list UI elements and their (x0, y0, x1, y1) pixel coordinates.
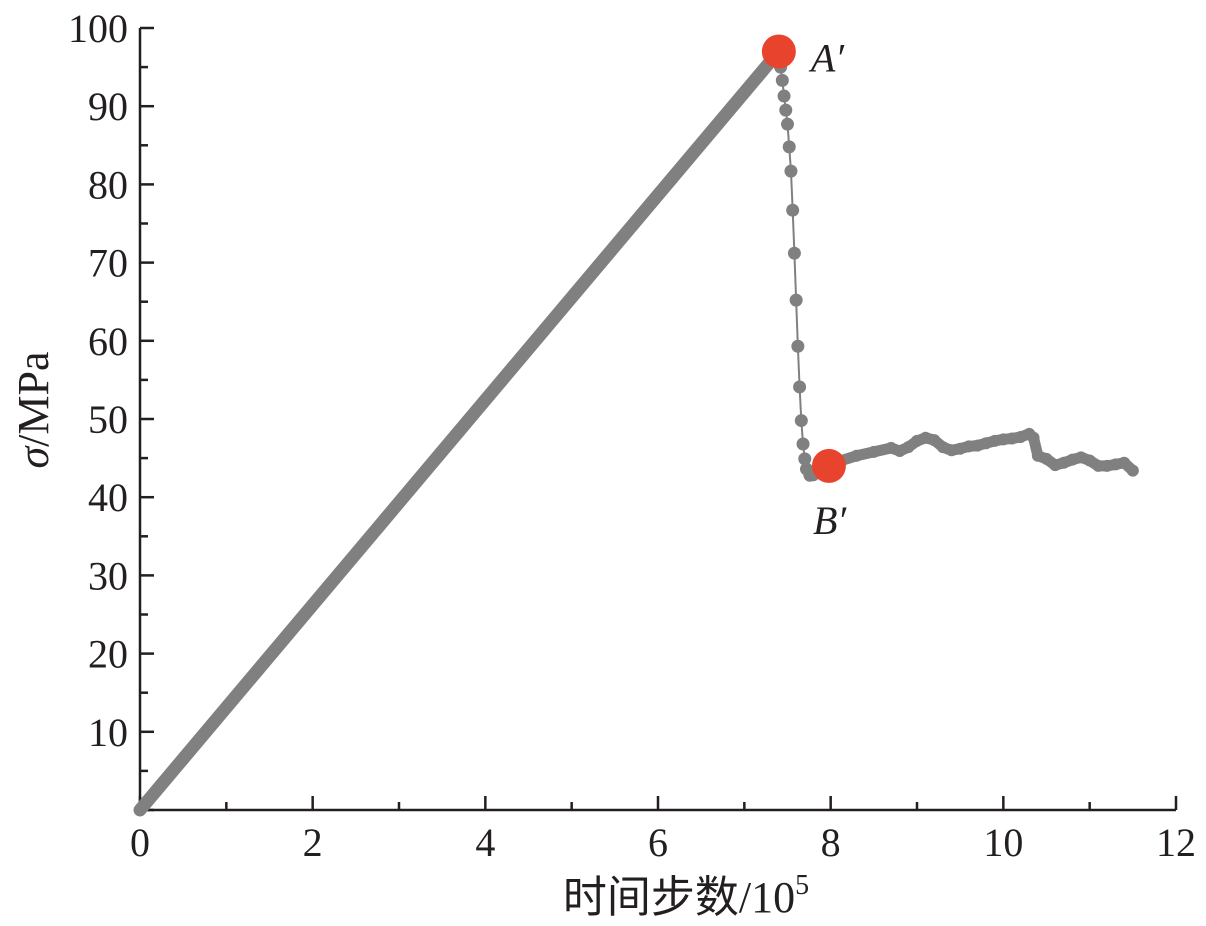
y-tick-label: 90 (88, 84, 128, 129)
x-tick-label: 0 (130, 820, 150, 865)
y-tick-label: 60 (88, 319, 128, 364)
data-series (133, 44, 1139, 817)
rising-segment-line (133, 44, 786, 817)
highlight-point-label: A′ (808, 35, 845, 80)
x-tick-label: 6 (648, 820, 668, 865)
annotations: A′ B′ (761, 34, 847, 543)
y-tick-label: 80 (88, 162, 128, 207)
x-tick-label: 8 (821, 820, 841, 865)
plateau-data-point (1118, 456, 1131, 469)
y-tick-label: 20 (88, 632, 128, 677)
plateau-data-point (1083, 454, 1096, 467)
x-tick-label: 2 (303, 820, 323, 865)
drop-data-point (779, 103, 793, 117)
drop-data-point (796, 437, 810, 451)
drop-data-point (775, 73, 789, 87)
plateau-data-point (997, 433, 1010, 446)
axes (138, 28, 1176, 812)
plateau-data-point (902, 441, 915, 454)
y-tick-label: 10 (88, 710, 128, 755)
drop-data-point (787, 246, 801, 260)
drop-data-point (791, 339, 805, 353)
plateau-data-point (928, 434, 941, 447)
drop-data-point (781, 117, 794, 131)
plateau-data-point (1027, 431, 1040, 444)
y-axis-title: σ/MPa (9, 351, 58, 468)
drop-data-point (798, 452, 812, 466)
highlight-point-label: B′ (813, 498, 847, 543)
highlight-point-marker (811, 448, 846, 483)
drop-data-point (794, 414, 808, 428)
y-tick-label: 40 (88, 475, 128, 520)
y-tick-label: 30 (88, 553, 128, 598)
drop-data-point (789, 293, 803, 307)
plateau-data-point (1092, 459, 1105, 472)
plateau-data-point (850, 449, 863, 462)
plateau-data-point (867, 445, 880, 458)
drop-data-point (786, 203, 800, 217)
plateau-data-point (1126, 464, 1139, 477)
highlight-point-marker (761, 34, 796, 69)
drop-data-point (784, 164, 798, 178)
drop-data-point (777, 89, 791, 103)
drop-data-point (793, 380, 807, 394)
y-tick-label: 50 (88, 397, 128, 442)
plateau-data-point (1040, 452, 1053, 465)
x-tick-label: 12 (1156, 820, 1196, 865)
tick-labels: 0 2 4 6 8 10 12 10 20 30 40 50 60 70 80 90 100 (68, 6, 1196, 865)
x-axis-title: 时间步数/105 (563, 870, 809, 922)
drop-data-point (782, 140, 796, 154)
plateau-data-point (962, 440, 975, 453)
x-tick-label: 10 (983, 820, 1023, 865)
x-tick-label: 4 (475, 820, 495, 865)
y-tick-label: 100 (68, 6, 128, 51)
ticks (138, 26, 1178, 812)
y-tick-label: 70 (88, 241, 128, 286)
